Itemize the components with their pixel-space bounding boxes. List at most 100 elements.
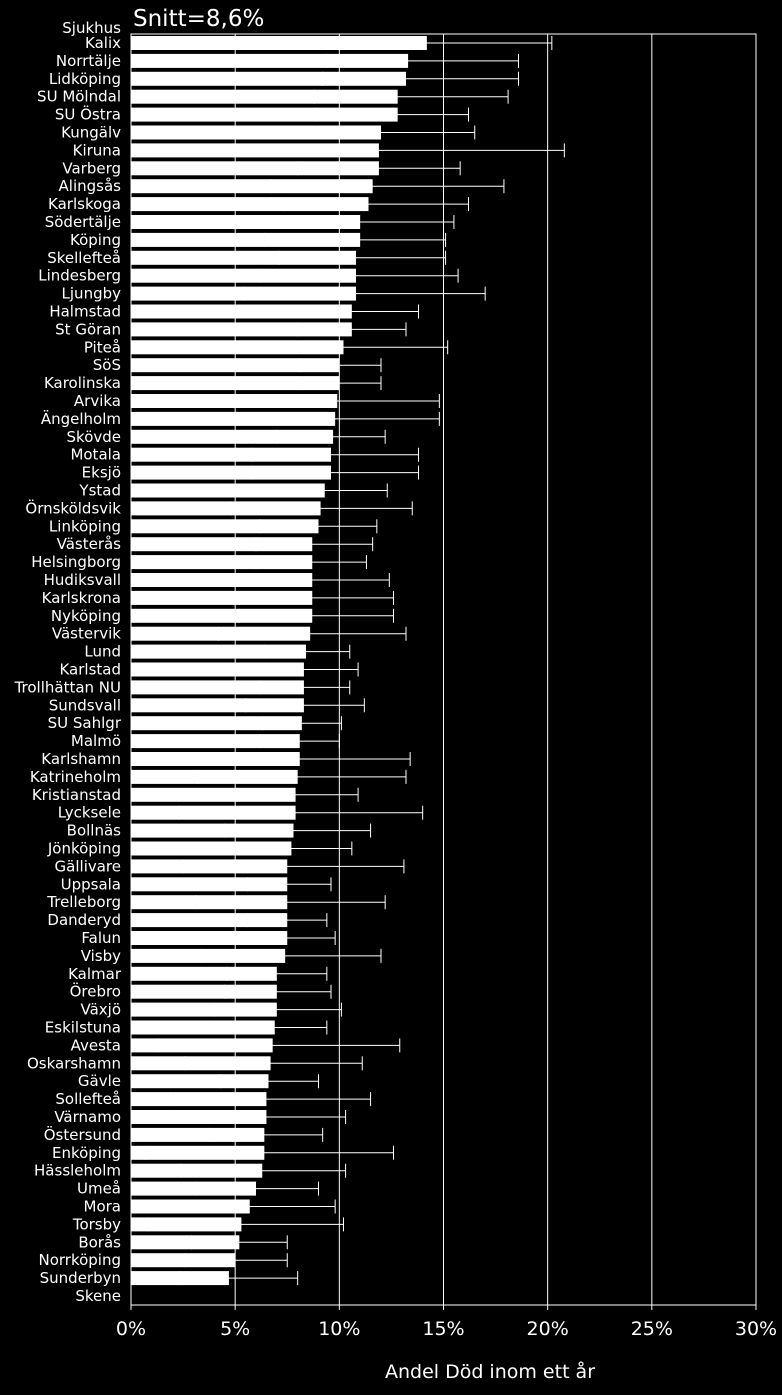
bar: [131, 501, 321, 516]
category-label: Hudiksvall: [44, 571, 121, 589]
category-label: Norrtälje: [56, 52, 121, 70]
category-label: Karlskoga: [48, 195, 121, 213]
bar: [131, 787, 296, 802]
category-label: Östersund: [44, 1125, 121, 1144]
category-label: Motala: [70, 446, 121, 464]
category-label: Bollnäs: [67, 822, 122, 840]
category-label: Örebro: [70, 982, 121, 1001]
category-label: Västervik: [52, 625, 121, 643]
category-label: Nyköping: [51, 607, 121, 625]
bar: [131, 555, 313, 570]
category-label: Sunderbyn: [40, 1269, 121, 1287]
category-label: Falun: [81, 929, 121, 947]
category-label: Malmö: [71, 732, 121, 750]
category-label: Örnsköldsvik: [25, 498, 121, 517]
tick-label-25: 25%: [631, 1318, 673, 1340]
category-label: Södertälje: [45, 213, 121, 231]
tick-label-5: 5%: [220, 1318, 250, 1340]
bar: [131, 931, 288, 945]
category-label: Trelleborg: [46, 893, 121, 911]
category-label: Visby: [81, 947, 121, 965]
category-label: Lidköping: [49, 70, 121, 88]
category-label: Eksjö: [82, 464, 121, 482]
tick-label-15: 15%: [422, 1318, 464, 1340]
category-label: Sollefteå: [55, 1090, 121, 1108]
bar: [131, 1020, 275, 1035]
x-axis-label: Andel Död inom ett år: [385, 1360, 595, 1383]
category-label: Uppsala: [61, 875, 121, 893]
category-label: Ängelholm: [41, 409, 121, 428]
category-label: Lycksele: [58, 804, 121, 822]
category-label: Skene: [75, 1287, 121, 1305]
bar: [131, 1127, 265, 1142]
category-label: Hässleholm: [34, 1162, 121, 1180]
category-label: Ystad: [78, 482, 121, 500]
category-label: Helsingborg: [31, 553, 121, 571]
bar: [131, 519, 319, 534]
tick-label-10: 10%: [318, 1318, 360, 1340]
category-label: Oskarshamn: [27, 1054, 121, 1072]
category-label: Skellefteå: [47, 249, 121, 267]
bar: [131, 966, 277, 981]
bar: [131, 411, 336, 426]
category-label: Lund: [84, 643, 121, 661]
bar: [131, 179, 373, 194]
bar: [131, 465, 331, 480]
bar: [131, 215, 361, 229]
category-label: SöS: [93, 356, 121, 374]
bar: [131, 841, 292, 856]
bar: [131, 89, 398, 104]
category-header: Sjukhus: [62, 19, 121, 37]
category-label: Linköping: [49, 517, 121, 535]
tick-label-30: 30%: [735, 1318, 777, 1340]
category-label: Kalix: [85, 34, 121, 52]
category-label: Torsby: [72, 1215, 121, 1233]
bar: [131, 376, 340, 391]
category-label: Gävle: [78, 1072, 121, 1090]
bar: [131, 394, 338, 408]
bar: [131, 1271, 229, 1286]
bar: [131, 322, 352, 337]
category-label: Kristianstad: [32, 786, 121, 804]
category-label: Köping: [70, 231, 121, 249]
category-label: Varberg: [62, 159, 121, 177]
bar: [131, 358, 340, 373]
category-label: Trollhättan NU: [14, 678, 121, 696]
bar: [131, 590, 313, 605]
category-label: Piteå: [84, 338, 121, 356]
category-label: Karlstad: [59, 661, 121, 679]
category-label: Västerås: [57, 535, 122, 553]
bar: [131, 125, 381, 140]
category-label: Värnamo: [54, 1108, 121, 1126]
category-label: Halmstad: [49, 303, 121, 321]
bar: [131, 53, 409, 68]
category-label: Sundsvall: [49, 696, 121, 714]
category-label: Enköping: [52, 1144, 121, 1162]
bar: [131, 232, 361, 247]
bar: [131, 429, 334, 444]
category-label: Skövde: [67, 428, 121, 446]
category-label: Umeå: [77, 1180, 121, 1198]
category-label: SU Mölndal: [37, 88, 121, 106]
bar: [131, 1181, 256, 1196]
bar: [131, 36, 427, 50]
category-label: Kalmar: [68, 965, 122, 983]
category-label: Avesta: [71, 1036, 121, 1054]
bar: [131, 304, 352, 319]
bar: [131, 1235, 240, 1250]
category-label: St Göran: [55, 320, 121, 338]
category-label: Gällivare: [55, 857, 121, 875]
bar: [131, 662, 304, 677]
bar: [131, 537, 313, 552]
category-label: Norrköping: [38, 1251, 121, 1269]
bar: [131, 161, 379, 176]
category-label: Lindesberg: [38, 267, 121, 285]
category-label: Växjö: [80, 1001, 121, 1019]
bar: [131, 250, 356, 265]
tick-label-20: 20%: [527, 1318, 569, 1340]
bar: [131, 483, 325, 498]
error-bars-group: [145, 36, 565, 1286]
category-label: Mora: [84, 1198, 121, 1216]
bar: [131, 734, 300, 749]
